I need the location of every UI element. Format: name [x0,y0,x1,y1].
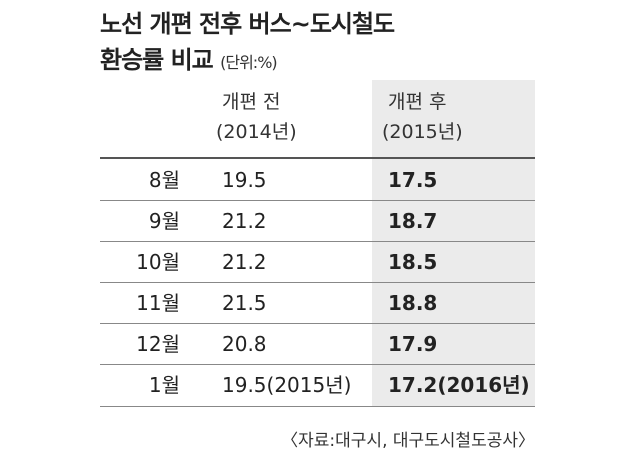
row-rule [100,323,535,324]
row-label: 1월 [148,373,180,397]
row-label: 11월 [136,291,180,315]
before-value: 21.2 [222,250,267,274]
column-label: 개편 후 [388,91,447,113]
before-value: 21.2 [222,209,267,233]
after-value: 18.5 [388,250,438,274]
row-label: 8월 [148,168,180,192]
row-rule [100,241,535,242]
row-rule [100,200,535,201]
row-label: 9월 [148,209,180,233]
before-value: 19.5 [222,168,267,192]
after-value: 18.7 [388,209,438,233]
header-rule [100,157,535,159]
row-rule [100,282,535,283]
before-value: 21.5 [222,291,267,315]
before-value: 19.5(2015년) [222,373,352,397]
row-rule [100,364,535,365]
column-year: (2015년) [382,121,463,143]
row-label: 12월 [136,332,180,356]
row-label: 10월 [136,250,180,274]
after-value: 17.5 [388,168,438,192]
before-value: 20.8 [222,332,267,356]
source: 〈자료:대구시, 대구도시철도공사〉 [281,431,535,451]
column-label: 개편 전 [222,91,281,113]
title-text: 환승률 비교 [100,46,214,74]
highlight-column [372,80,535,406]
after-value: 17.9 [388,332,438,356]
unit: (단위:%) [220,53,278,72]
after-value: 18.8 [388,291,438,315]
column-year: (2014년) [216,121,297,143]
title-line-1: 노선 개편 전후 버스~도시철도 [100,10,395,38]
bottom-rule [100,406,535,407]
after-value: 17.2(2016년) [388,373,530,397]
title-line-2: 환승률 비교 (단위:%) [100,40,278,75]
